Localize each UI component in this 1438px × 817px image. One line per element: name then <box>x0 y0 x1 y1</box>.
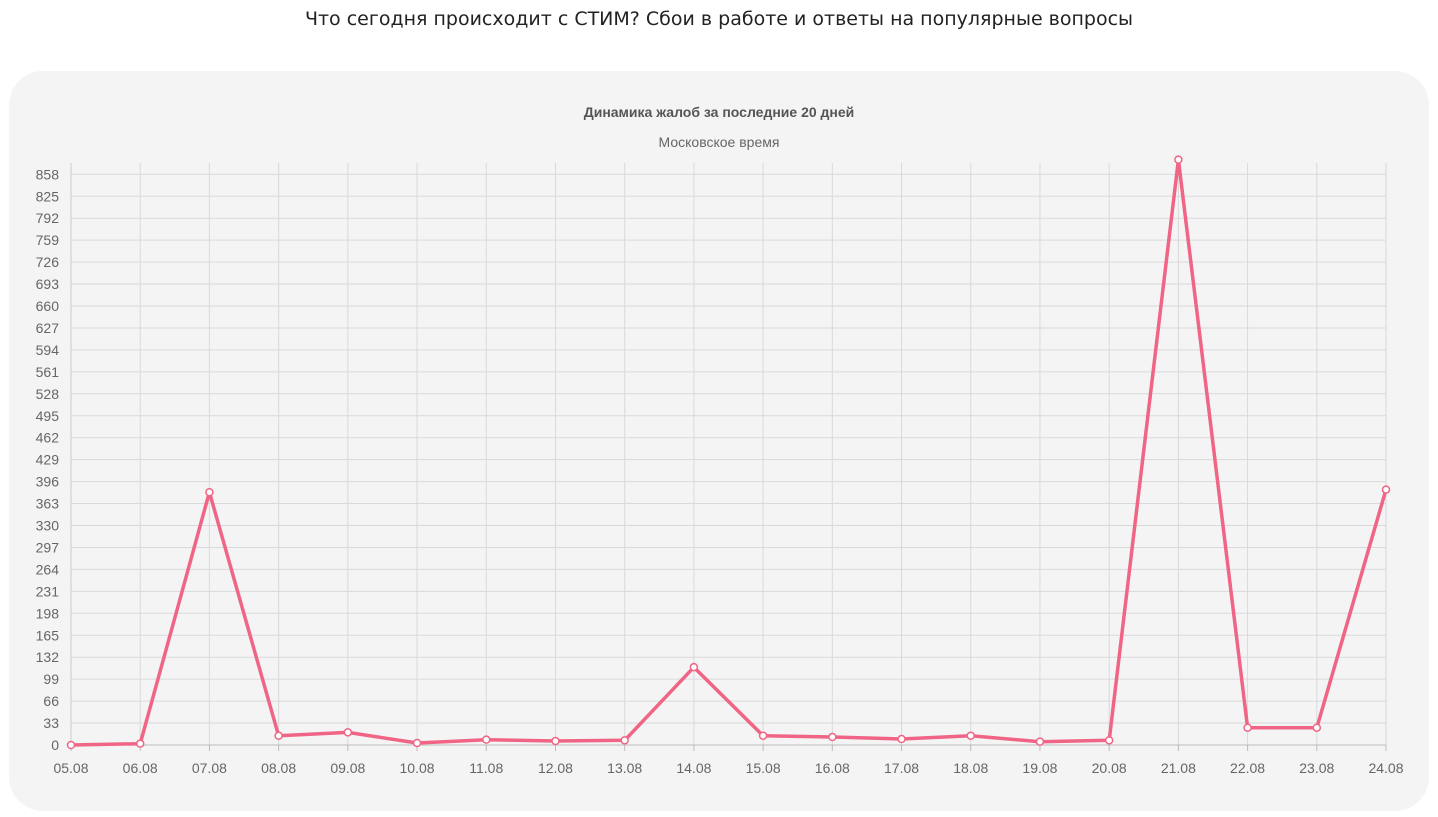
x-tick-label: 09.08 <box>330 760 365 776</box>
y-tick-label: 825 <box>36 188 60 204</box>
y-tick-label: 198 <box>36 605 60 621</box>
chart-subtitle: Московское время <box>659 134 780 150</box>
x-tick-label: 23.08 <box>1299 760 1334 776</box>
series-line <box>69 157 1388 747</box>
x-tick-label: 22.08 <box>1230 760 1265 776</box>
y-tick-label: 627 <box>36 320 60 336</box>
data-point <box>897 734 906 744</box>
data-point <box>135 739 145 748</box>
x-tick-label: 11.08 <box>469 760 503 776</box>
data-point <box>1174 155 1183 164</box>
y-tick-label: 231 <box>36 583 60 599</box>
data-point <box>620 736 629 745</box>
x-tick-label: 21.08 <box>1161 760 1196 776</box>
x-tick-label: 05.08 <box>53 760 88 776</box>
y-tick-label: 594 <box>36 342 60 358</box>
y-tick-label: 759 <box>36 232 60 248</box>
data-point <box>274 731 283 740</box>
y-tick-label: 726 <box>36 254 60 270</box>
x-tick-label: 08.08 <box>261 760 296 776</box>
data-point <box>1104 736 1114 745</box>
data-point <box>1312 723 1322 732</box>
data-point <box>205 487 214 497</box>
x-tick-label: 20.08 <box>1092 760 1127 776</box>
y-tick-label: 792 <box>36 210 60 226</box>
y-tick-label: 363 <box>36 496 60 512</box>
x-tick-label: 18.08 <box>953 760 988 776</box>
y-tick-label: 693 <box>36 276 60 292</box>
tick-labels: 0 33 66 99 132 165 198 231 264 297 330 363 396 429 462… <box>36 166 1404 776</box>
y-tick-label: 495 <box>36 408 60 424</box>
x-tick-label: 14.08 <box>676 760 711 776</box>
x-tick-label: 13.08 <box>607 760 642 776</box>
y-tick-label: 858 <box>36 166 60 182</box>
y-tick-label: 660 <box>36 298 60 314</box>
x-tick-label: 07.08 <box>192 760 227 776</box>
x-tick-label: 17.08 <box>884 760 919 776</box>
data-point <box>482 735 491 744</box>
y-tick-label: 264 <box>36 561 60 577</box>
y-tick-label: 396 <box>36 474 60 490</box>
chart-card <box>9 71 1429 811</box>
data-point <box>343 728 353 737</box>
y-tick-label: 297 <box>36 539 60 555</box>
x-tick-label: 24.08 <box>1368 760 1403 776</box>
data-point <box>412 738 422 748</box>
x-tick-label: 16.08 <box>815 760 850 776</box>
y-tick-label: 66 <box>43 693 59 709</box>
page-title: Что сегодня происходит с СТИМ? Сбои в ра… <box>304 8 1134 30</box>
y-tick-label: 165 <box>36 627 60 643</box>
x-tick-label: 19.08 <box>1022 760 1057 776</box>
axis-layer <box>70 163 1387 751</box>
data-point <box>828 732 837 742</box>
data-point <box>551 736 560 746</box>
data-point <box>758 731 768 740</box>
y-tick-label: 528 <box>36 386 60 402</box>
y-tick-label: 132 <box>36 649 60 665</box>
data-point <box>1035 737 1045 746</box>
chart-title: Динамика жалоб за последние 20 дней <box>584 104 855 120</box>
y-tick-label: 0 <box>51 737 59 753</box>
y-tick-label: 99 <box>43 671 59 687</box>
series-layer <box>66 155 1391 750</box>
x-tick-label: 10.08 <box>400 760 435 776</box>
y-tick-label: 462 <box>36 430 60 446</box>
x-tick-label: 12.08 <box>538 760 573 776</box>
y-tick-label: 330 <box>36 518 60 534</box>
data-point <box>1381 485 1391 494</box>
x-tick-label: 15.08 <box>746 760 781 776</box>
data-point <box>66 740 76 750</box>
y-tick-label: 561 <box>36 364 60 380</box>
data-point <box>689 662 699 672</box>
y-tick-label: 429 <box>36 452 60 468</box>
x-tick-label: 06.08 <box>123 760 158 776</box>
data-point <box>1243 723 1252 732</box>
data-point <box>966 731 975 740</box>
y-tick-label: 33 <box>43 715 59 731</box>
